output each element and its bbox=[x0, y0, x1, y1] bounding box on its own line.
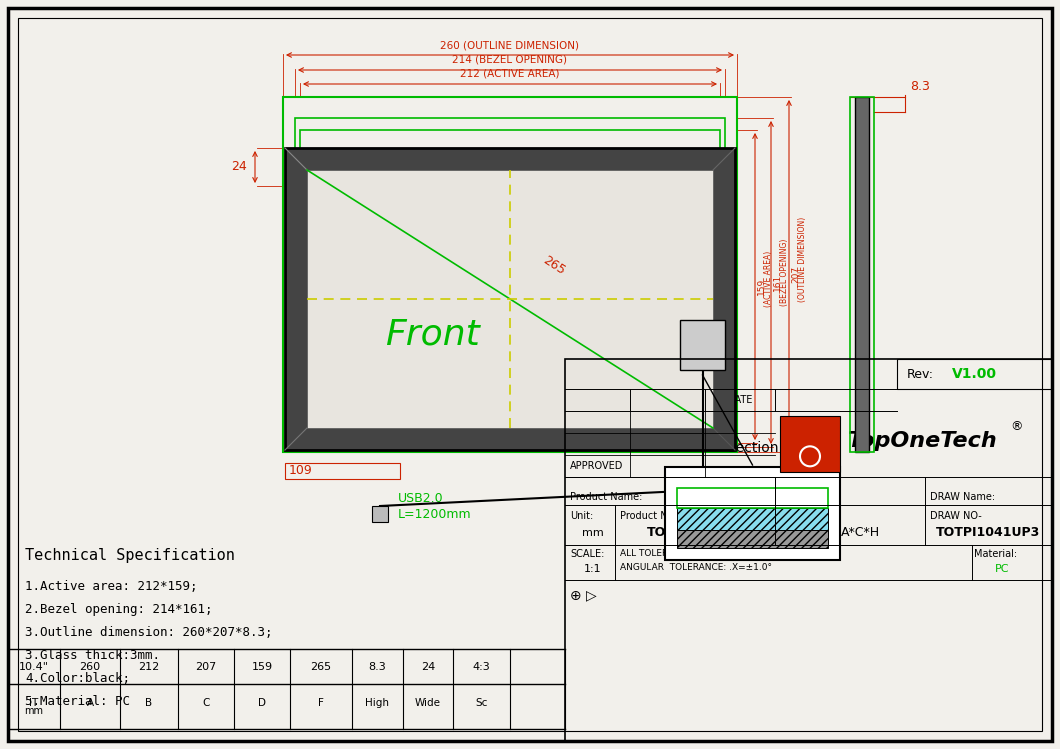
Text: Product Name:: Product Name: bbox=[570, 492, 642, 502]
Text: Wide: Wide bbox=[416, 697, 441, 708]
Text: Product NO:: Product NO: bbox=[620, 511, 678, 521]
Text: D: D bbox=[258, 697, 266, 708]
Text: TopOneTech: TopOneTech bbox=[848, 431, 997, 451]
Text: Section: Section bbox=[727, 441, 778, 455]
Text: 1.Active area: 212*159;: 1.Active area: 212*159; bbox=[25, 580, 197, 593]
Text: B: B bbox=[145, 697, 153, 708]
Bar bbox=[681, 320, 725, 370]
Text: 24: 24 bbox=[745, 546, 760, 556]
Text: (BEZEL OPENING): (BEZEL OPENING) bbox=[780, 239, 789, 306]
Text: TOTPI-SERIES: TOTPI-SERIES bbox=[647, 527, 743, 539]
Text: 260: 260 bbox=[80, 661, 101, 672]
Text: USB2.0: USB2.0 bbox=[398, 492, 444, 505]
Text: mm: mm bbox=[582, 528, 604, 538]
Text: 159: 159 bbox=[757, 278, 766, 295]
Text: 8.3: 8.3 bbox=[369, 661, 387, 672]
Text: 1:1: 1:1 bbox=[584, 565, 602, 574]
Text: ⊕ ▷: ⊕ ▷ bbox=[570, 588, 597, 602]
Text: 2.Bezel opening: 214*161;: 2.Bezel opening: 214*161; bbox=[25, 603, 212, 616]
Text: 161: 161 bbox=[773, 274, 782, 291]
Bar bbox=[677, 530, 828, 548]
Text: DESIGNER: DESIGNER bbox=[570, 417, 620, 427]
Bar bbox=[307, 170, 713, 428]
Bar bbox=[295, 118, 725, 447]
Text: 265: 265 bbox=[311, 661, 332, 672]
Text: Size:: Size: bbox=[780, 511, 803, 521]
Text: L=1200mm: L=1200mm bbox=[398, 508, 472, 521]
Text: 4:3: 4:3 bbox=[473, 661, 491, 672]
Text: 24: 24 bbox=[421, 661, 435, 672]
Text: 5.3: 5.3 bbox=[669, 512, 679, 527]
Text: F: F bbox=[318, 697, 324, 708]
Text: A: A bbox=[87, 697, 93, 708]
Text: Material:: Material: bbox=[974, 549, 1018, 559]
Text: Unit:: Unit: bbox=[570, 511, 594, 521]
Bar bbox=[677, 488, 828, 508]
Text: 10.4": 10.4" bbox=[19, 661, 49, 672]
Text: 265: 265 bbox=[540, 253, 567, 277]
Text: APPROVED: APPROVED bbox=[570, 461, 623, 471]
Text: 8.3: 8.3 bbox=[669, 531, 679, 547]
Text: Technical Specification: Technical Specification bbox=[25, 548, 235, 563]
Text: TOTPI1041UP3: TOTPI1041UP3 bbox=[936, 527, 1041, 539]
Text: ALL TOLERANCE: X.=±1.0; .X=±0.5; .XX=±0.1: ALL TOLERANCE: X.=±1.0; .X=±0.5; .XX=±0.… bbox=[620, 549, 831, 558]
Text: ANGULAR  TOLERANCE: .X=±1.0°: ANGULAR TOLERANCE: .X=±1.0° bbox=[620, 563, 772, 572]
Text: 3.Glass thick:3mm.: 3.Glass thick:3mm. bbox=[25, 649, 160, 662]
Bar bbox=[677, 508, 828, 530]
Text: PC: PC bbox=[994, 565, 1009, 574]
Text: (ACTIVE AREA): (ACTIVE AREA) bbox=[764, 250, 773, 306]
Text: DRAW NO-: DRAW NO- bbox=[930, 511, 982, 521]
Text: SCALE:: SCALE: bbox=[570, 549, 604, 559]
Text: (OUTLINE DIMENSION): (OUTLINE DIMENSION) bbox=[798, 217, 807, 302]
Text: A*C*H: A*C*H bbox=[841, 527, 880, 539]
Text: 214 (BEZEL OPENING): 214 (BEZEL OPENING) bbox=[453, 55, 567, 65]
Text: 212: 212 bbox=[139, 661, 160, 672]
Bar bbox=[665, 467, 840, 560]
Text: Rev:: Rev: bbox=[907, 368, 934, 380]
Text: Touch: Touch bbox=[788, 425, 833, 439]
Text: 24: 24 bbox=[231, 160, 247, 174]
Text: 159: 159 bbox=[251, 661, 272, 672]
Text: 5.Material: PC: 5.Material: PC bbox=[25, 695, 130, 708]
Bar bbox=[780, 416, 840, 472]
Bar bbox=[285, 463, 400, 479]
Text: V1.00: V1.00 bbox=[952, 367, 997, 381]
Text: C: C bbox=[202, 697, 210, 708]
Text: 260 (OUTLINE DIMENSION): 260 (OUTLINE DIMENSION) bbox=[441, 40, 580, 50]
Text: 207: 207 bbox=[195, 661, 216, 672]
Text: IT: IT bbox=[30, 697, 38, 708]
Bar bbox=[283, 97, 737, 452]
Bar bbox=[372, 506, 388, 522]
Bar bbox=[850, 97, 874, 452]
Text: mm: mm bbox=[24, 706, 43, 717]
Text: High: High bbox=[366, 697, 389, 708]
Text: 3.Outline dimension: 260*207*8.3;: 3.Outline dimension: 260*207*8.3; bbox=[25, 626, 272, 639]
Text: 23: 23 bbox=[745, 473, 760, 483]
Text: 212 (ACTIVE AREA): 212 (ACTIVE AREA) bbox=[460, 69, 560, 79]
Bar bbox=[565, 359, 1052, 741]
Text: CHECKED: CHECKED bbox=[570, 439, 617, 449]
Bar bbox=[300, 130, 720, 443]
Text: 207: 207 bbox=[791, 266, 800, 283]
Text: Part Name:: Part Name: bbox=[780, 492, 835, 502]
Bar bbox=[285, 148, 735, 450]
Text: NAME: NAME bbox=[653, 395, 682, 405]
Text: Sc: Sc bbox=[475, 697, 488, 708]
Text: 8.3: 8.3 bbox=[909, 80, 930, 94]
Text: ®: ® bbox=[1010, 419, 1023, 433]
Text: DATE: DATE bbox=[727, 395, 753, 405]
Bar bbox=[855, 97, 869, 452]
Text: 4.Color:black;: 4.Color:black; bbox=[25, 672, 130, 685]
Text: Front: Front bbox=[385, 318, 480, 351]
Text: DRAW Name:: DRAW Name: bbox=[930, 492, 995, 502]
Text: 109: 109 bbox=[289, 464, 313, 478]
Bar bbox=[897, 359, 1052, 389]
